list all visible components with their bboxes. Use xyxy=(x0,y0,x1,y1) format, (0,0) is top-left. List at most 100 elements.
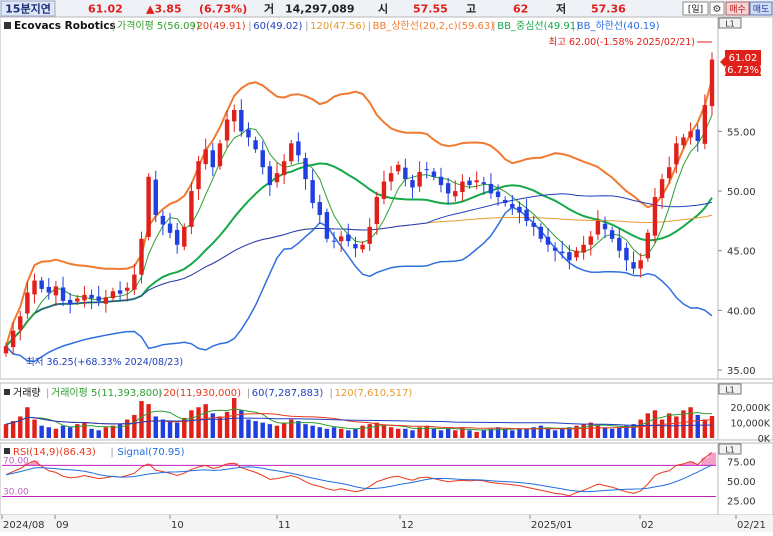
volume-bar xyxy=(196,407,201,438)
last-price-marker: 61.02 (6.73%) xyxy=(720,50,763,76)
period-button-frame[interactable] xyxy=(682,1,709,16)
volume-bar xyxy=(132,414,137,438)
volume-bar xyxy=(32,419,37,438)
volume-legend-title: 거래량 xyxy=(13,387,41,399)
sell-button-frame[interactable] xyxy=(749,1,773,16)
candle-body xyxy=(267,166,273,186)
sell-button-label: 매도 xyxy=(753,4,770,15)
x-tick-label-1: 09 xyxy=(56,520,69,531)
volume-bar xyxy=(324,428,330,438)
header-bar: 15분지연 61.02 ▲3.85 (6.73%) 거 14,297,089 시… xyxy=(0,0,773,17)
rsi-panel-button[interactable]: L1 xyxy=(718,443,742,455)
rsi-overbought-fill xyxy=(23,463,32,466)
volume-bar xyxy=(224,411,230,438)
volume-bar xyxy=(267,424,273,438)
volume-bar xyxy=(82,422,87,438)
volume-panel-button[interactable]: L1 xyxy=(718,383,742,395)
legend-item-3: 120(47.56) xyxy=(310,21,366,32)
candle-body xyxy=(681,137,686,146)
volume-ma60-line xyxy=(5,416,713,427)
volume-bar xyxy=(346,430,351,438)
timeframe-tab[interactable] xyxy=(0,0,56,17)
rsi-overbought-fill xyxy=(223,463,232,466)
volume-bar xyxy=(110,425,116,438)
candle-body xyxy=(103,297,109,304)
price-panel xyxy=(0,16,719,380)
candle-body xyxy=(203,149,208,165)
volume-bar xyxy=(338,428,344,438)
buy-button[interactable]: 매수 xyxy=(725,1,750,16)
price-panel-button-frame[interactable] xyxy=(718,17,742,29)
settings-button[interactable]: ⚙ xyxy=(709,1,725,16)
volume-bar xyxy=(331,427,337,438)
x-tick-label-5: 2025/01 xyxy=(531,520,573,531)
rsi-legend-item-0: RSI(14,9)(86.43) xyxy=(13,447,96,458)
candle-body xyxy=(474,180,479,183)
volume-bar xyxy=(53,428,59,438)
volume-bar xyxy=(674,416,679,438)
candle-body xyxy=(174,229,180,245)
rsi-axis: 75.00 50.00 25.00 xyxy=(727,458,756,508)
volume-bar xyxy=(274,425,280,438)
candle-body xyxy=(502,199,508,203)
candle-body xyxy=(182,226,187,247)
candle-body xyxy=(674,143,679,165)
price-panel-button[interactable]: L1 xyxy=(718,17,742,29)
price-axis: 55.00 50.00 45.00 40.00 35.00 xyxy=(718,127,756,377)
high-annotation-label: 최고 62.00(-1.58% 2025/02/21) xyxy=(549,37,696,48)
volume-bar xyxy=(631,424,636,438)
legend-item-0: 가격이평 5(56.09) xyxy=(117,19,200,32)
volume-bar xyxy=(189,410,194,438)
high-annotation: 최고 62.00(-1.58% 2025/02/21) xyxy=(549,37,712,48)
volume-bar xyxy=(125,419,130,438)
candle-body xyxy=(18,316,23,330)
volume-legend-marker xyxy=(4,389,10,395)
volume-legend: 거래량 | 거래이평 5(11,393,800)| 20(11,930,000) | 60… xyxy=(4,387,412,399)
rsi-tick-label-1: 50.00 xyxy=(727,477,756,488)
candle-body xyxy=(189,191,194,227)
price-panel-button-label: L1 xyxy=(725,20,735,29)
volume-panel-button-frame[interactable] xyxy=(718,383,742,395)
candle-body xyxy=(424,169,429,171)
candle-body xyxy=(117,290,123,294)
volume-bar xyxy=(396,428,401,438)
candle-body xyxy=(602,223,608,230)
candle-body xyxy=(338,236,344,242)
buy-button-frame[interactable] xyxy=(725,1,750,16)
volume-bar xyxy=(203,404,208,438)
volume-bar xyxy=(517,428,522,438)
legend-separator: | xyxy=(158,388,161,399)
volume-bar xyxy=(567,427,572,438)
candle-body xyxy=(224,119,230,141)
candle-body xyxy=(417,171,422,187)
sell-button[interactable]: 매도 xyxy=(749,1,773,16)
candlestick-series xyxy=(3,52,715,357)
candle-body xyxy=(688,131,693,138)
candle-body xyxy=(132,274,137,290)
volume-bar xyxy=(303,424,308,438)
volume-bar xyxy=(25,407,30,438)
volume-tick-label-1: 10,000K xyxy=(731,419,771,430)
volume-bar xyxy=(210,413,216,438)
candle-body xyxy=(381,181,387,199)
volume-legend-item-2: 60(7,287,883) xyxy=(252,388,324,399)
rsi-legend: RSI(14,9)(86.43) | Signal(70.95) xyxy=(4,447,185,458)
volume-bar xyxy=(3,424,9,438)
candle-body xyxy=(495,191,501,198)
rsi-overbought-fill xyxy=(679,463,688,466)
period-button[interactable]: [일] xyxy=(682,1,709,16)
candle-body xyxy=(631,262,636,269)
settings-button-frame[interactable] xyxy=(709,1,725,16)
volume-bar xyxy=(417,427,422,438)
volume-bar xyxy=(659,419,665,438)
x-tick-label-7: 02/21 xyxy=(737,520,766,531)
candle-body xyxy=(125,287,130,291)
volume-value: 14,297,089 xyxy=(285,3,355,16)
rsi-panel-button-frame[interactable] xyxy=(718,443,742,455)
volume-bar xyxy=(388,427,394,438)
volume-bar xyxy=(688,407,693,438)
rsi-panel xyxy=(0,442,719,516)
candle-body xyxy=(360,244,365,250)
volume-bar xyxy=(424,425,429,438)
candle-body xyxy=(324,212,330,239)
